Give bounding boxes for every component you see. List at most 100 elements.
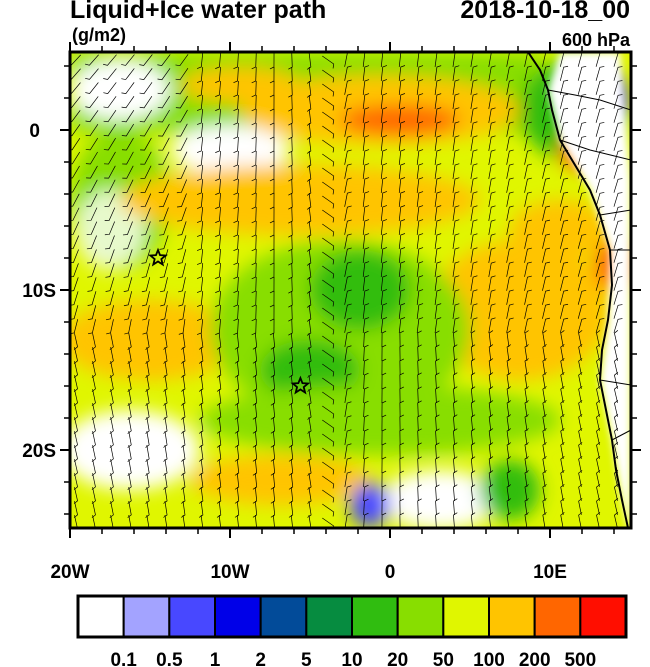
wind-barb <box>252 332 258 350</box>
wind-barb <box>416 317 424 333</box>
wind-barb <box>488 470 494 487</box>
wind-barb <box>506 205 514 221</box>
wind-barb <box>270 402 276 420</box>
colorbar-label: 2 <box>255 650 266 667</box>
wind-barb <box>175 81 189 95</box>
wind-barb <box>470 93 478 109</box>
wind-barb <box>453 470 458 488</box>
wind-barb <box>398 205 406 221</box>
wind-barb <box>470 65 478 81</box>
wind-barb <box>322 237 335 251</box>
water-path-field <box>70 52 631 528</box>
wind-barb <box>307 403 312 420</box>
wind-barb <box>322 489 335 503</box>
wind-barb <box>139 95 153 109</box>
lon-tick-label: 0 <box>385 562 396 583</box>
wind-barb <box>416 191 424 207</box>
wind-barb <box>488 344 494 361</box>
wind-barb <box>215 206 221 223</box>
wind-barb <box>506 219 514 235</box>
wind-barb <box>322 293 335 307</box>
wind-barb <box>216 459 222 476</box>
wind-barb <box>614 512 619 528</box>
wind-barb <box>175 68 189 81</box>
wind-barb <box>322 111 335 125</box>
wind-barb <box>363 358 369 376</box>
wind-barb <box>435 330 440 348</box>
wind-barb <box>470 442 476 460</box>
wind-barb <box>399 386 405 404</box>
lat-tick-label: 0 <box>29 121 40 142</box>
wind-barb <box>196 151 204 167</box>
wind-barb <box>381 428 387 446</box>
wind-barb <box>288 94 293 112</box>
wind-barb <box>123 249 133 264</box>
wind-barb <box>252 416 258 434</box>
wind-barb <box>542 372 547 389</box>
wind-barb <box>215 108 221 125</box>
plot-title: Liquid+Ice water path <box>70 0 327 24</box>
wind-barb <box>140 137 152 151</box>
wind-barb <box>344 499 352 515</box>
wind-barb <box>542 177 551 193</box>
wind-barb <box>322 349 335 363</box>
wind-barb <box>363 344 369 362</box>
wind-barb <box>434 205 442 221</box>
wind-barb <box>470 289 478 305</box>
wind-barb <box>578 442 583 459</box>
wind-barb <box>417 498 422 516</box>
wind-barb <box>398 121 406 137</box>
wind-barb <box>70 82 81 94</box>
wind-barb <box>306 291 312 308</box>
wind-barb <box>110 515 114 528</box>
wind-barb <box>452 177 460 193</box>
wind-barb <box>559 135 569 151</box>
wind-barb <box>288 389 294 406</box>
wind-barb <box>399 414 405 432</box>
wind-barb <box>85 110 99 123</box>
wind-barb <box>123 235 133 250</box>
wind-barb <box>215 304 221 321</box>
wind-barb <box>577 261 587 277</box>
wind-barb <box>288 52 293 70</box>
wind-barb <box>344 107 352 123</box>
wind-barb <box>488 121 496 137</box>
wind-barb <box>288 192 293 210</box>
wind-barb <box>73 375 78 392</box>
wind-barb <box>105 305 114 321</box>
wind-barb <box>288 276 293 294</box>
wind-barb <box>196 277 204 293</box>
wind-barb <box>578 512 583 528</box>
wind-barb <box>542 400 547 417</box>
wind-barb <box>288 431 294 448</box>
wind-barb <box>344 303 352 319</box>
wind-barb <box>158 151 170 165</box>
wind-barb <box>524 498 529 515</box>
wind-barb <box>251 206 257 224</box>
wind-barb <box>233 206 239 224</box>
wind-barb <box>596 344 601 361</box>
wind-barb <box>524 65 532 81</box>
wind-barb <box>270 360 276 378</box>
wind-barb <box>613 178 623 193</box>
wind-barb <box>559 177 569 193</box>
wind-barb <box>164 515 168 528</box>
wind-barb <box>578 386 583 403</box>
wind-barb <box>233 178 239 196</box>
wind-barb <box>506 400 511 417</box>
wind-barb <box>139 109 153 123</box>
wind-barb <box>121 137 134 151</box>
wind-barb <box>416 261 424 277</box>
wind-barb <box>252 458 258 476</box>
wind-barb <box>306 81 312 98</box>
wind-barb <box>417 330 422 348</box>
wind-barb <box>288 220 293 238</box>
wind-barb <box>506 386 511 403</box>
wind-barb <box>470 484 476 502</box>
wind-barb <box>398 177 406 193</box>
wind-barb <box>542 247 551 263</box>
wind-barb <box>524 261 532 277</box>
wind-barb <box>398 275 406 291</box>
wind-barb <box>542 233 551 249</box>
wind-barb <box>416 303 424 319</box>
